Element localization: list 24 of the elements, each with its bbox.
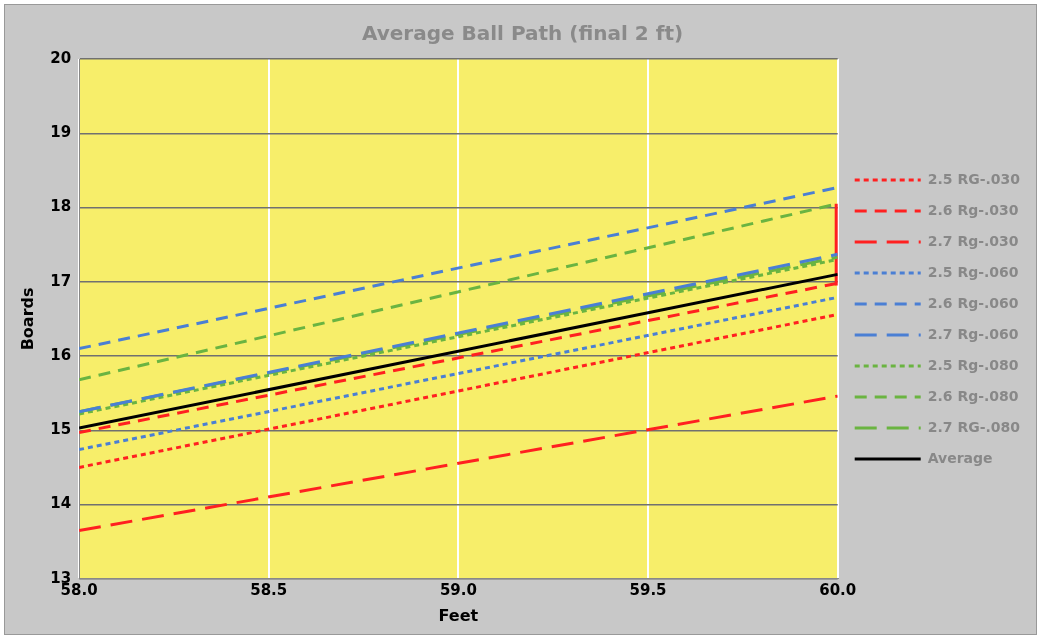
y-tick-label: 15: [50, 420, 72, 439]
y-tick-label: 20: [50, 48, 72, 67]
legend-label: 2.5 Rg-.060: [927, 263, 1019, 280]
legend-label: 2.6 Rg-.060: [927, 294, 1019, 311]
chart-title: Average Ball Path (final 2 ft): [361, 21, 684, 46]
legend-label: 2.7 Rg-.030: [927, 232, 1019, 249]
legend-label: 2.5 Rg-.080: [927, 356, 1019, 373]
legend-label: 2.7 RG-.080: [927, 418, 1021, 435]
x-tick-label: 59.0: [439, 580, 477, 599]
x-tick-label: 59.5: [629, 580, 667, 599]
legend-label: 2.6 Rg-.080: [927, 387, 1019, 404]
y-axis-title: Boards: [17, 287, 37, 351]
legend-label: Average: [927, 449, 993, 466]
legend-label: 2.6 Rg-.030: [927, 201, 1019, 218]
y-tick-label: 17: [50, 271, 72, 290]
y-tick-label: 18: [50, 197, 72, 216]
legend-label: 2.5 RG-.030: [927, 170, 1021, 187]
y-tick-label: 19: [50, 123, 72, 142]
y-tick-label: 16: [50, 345, 72, 364]
y-tick-label: 14: [50, 494, 72, 513]
x-tick-label: 58.5: [250, 580, 288, 599]
legend-label: 2.7 Rg-.060: [927, 325, 1019, 342]
x-tick-label: 60.0: [819, 580, 857, 599]
x-axis-title: Feet: [438, 605, 479, 625]
